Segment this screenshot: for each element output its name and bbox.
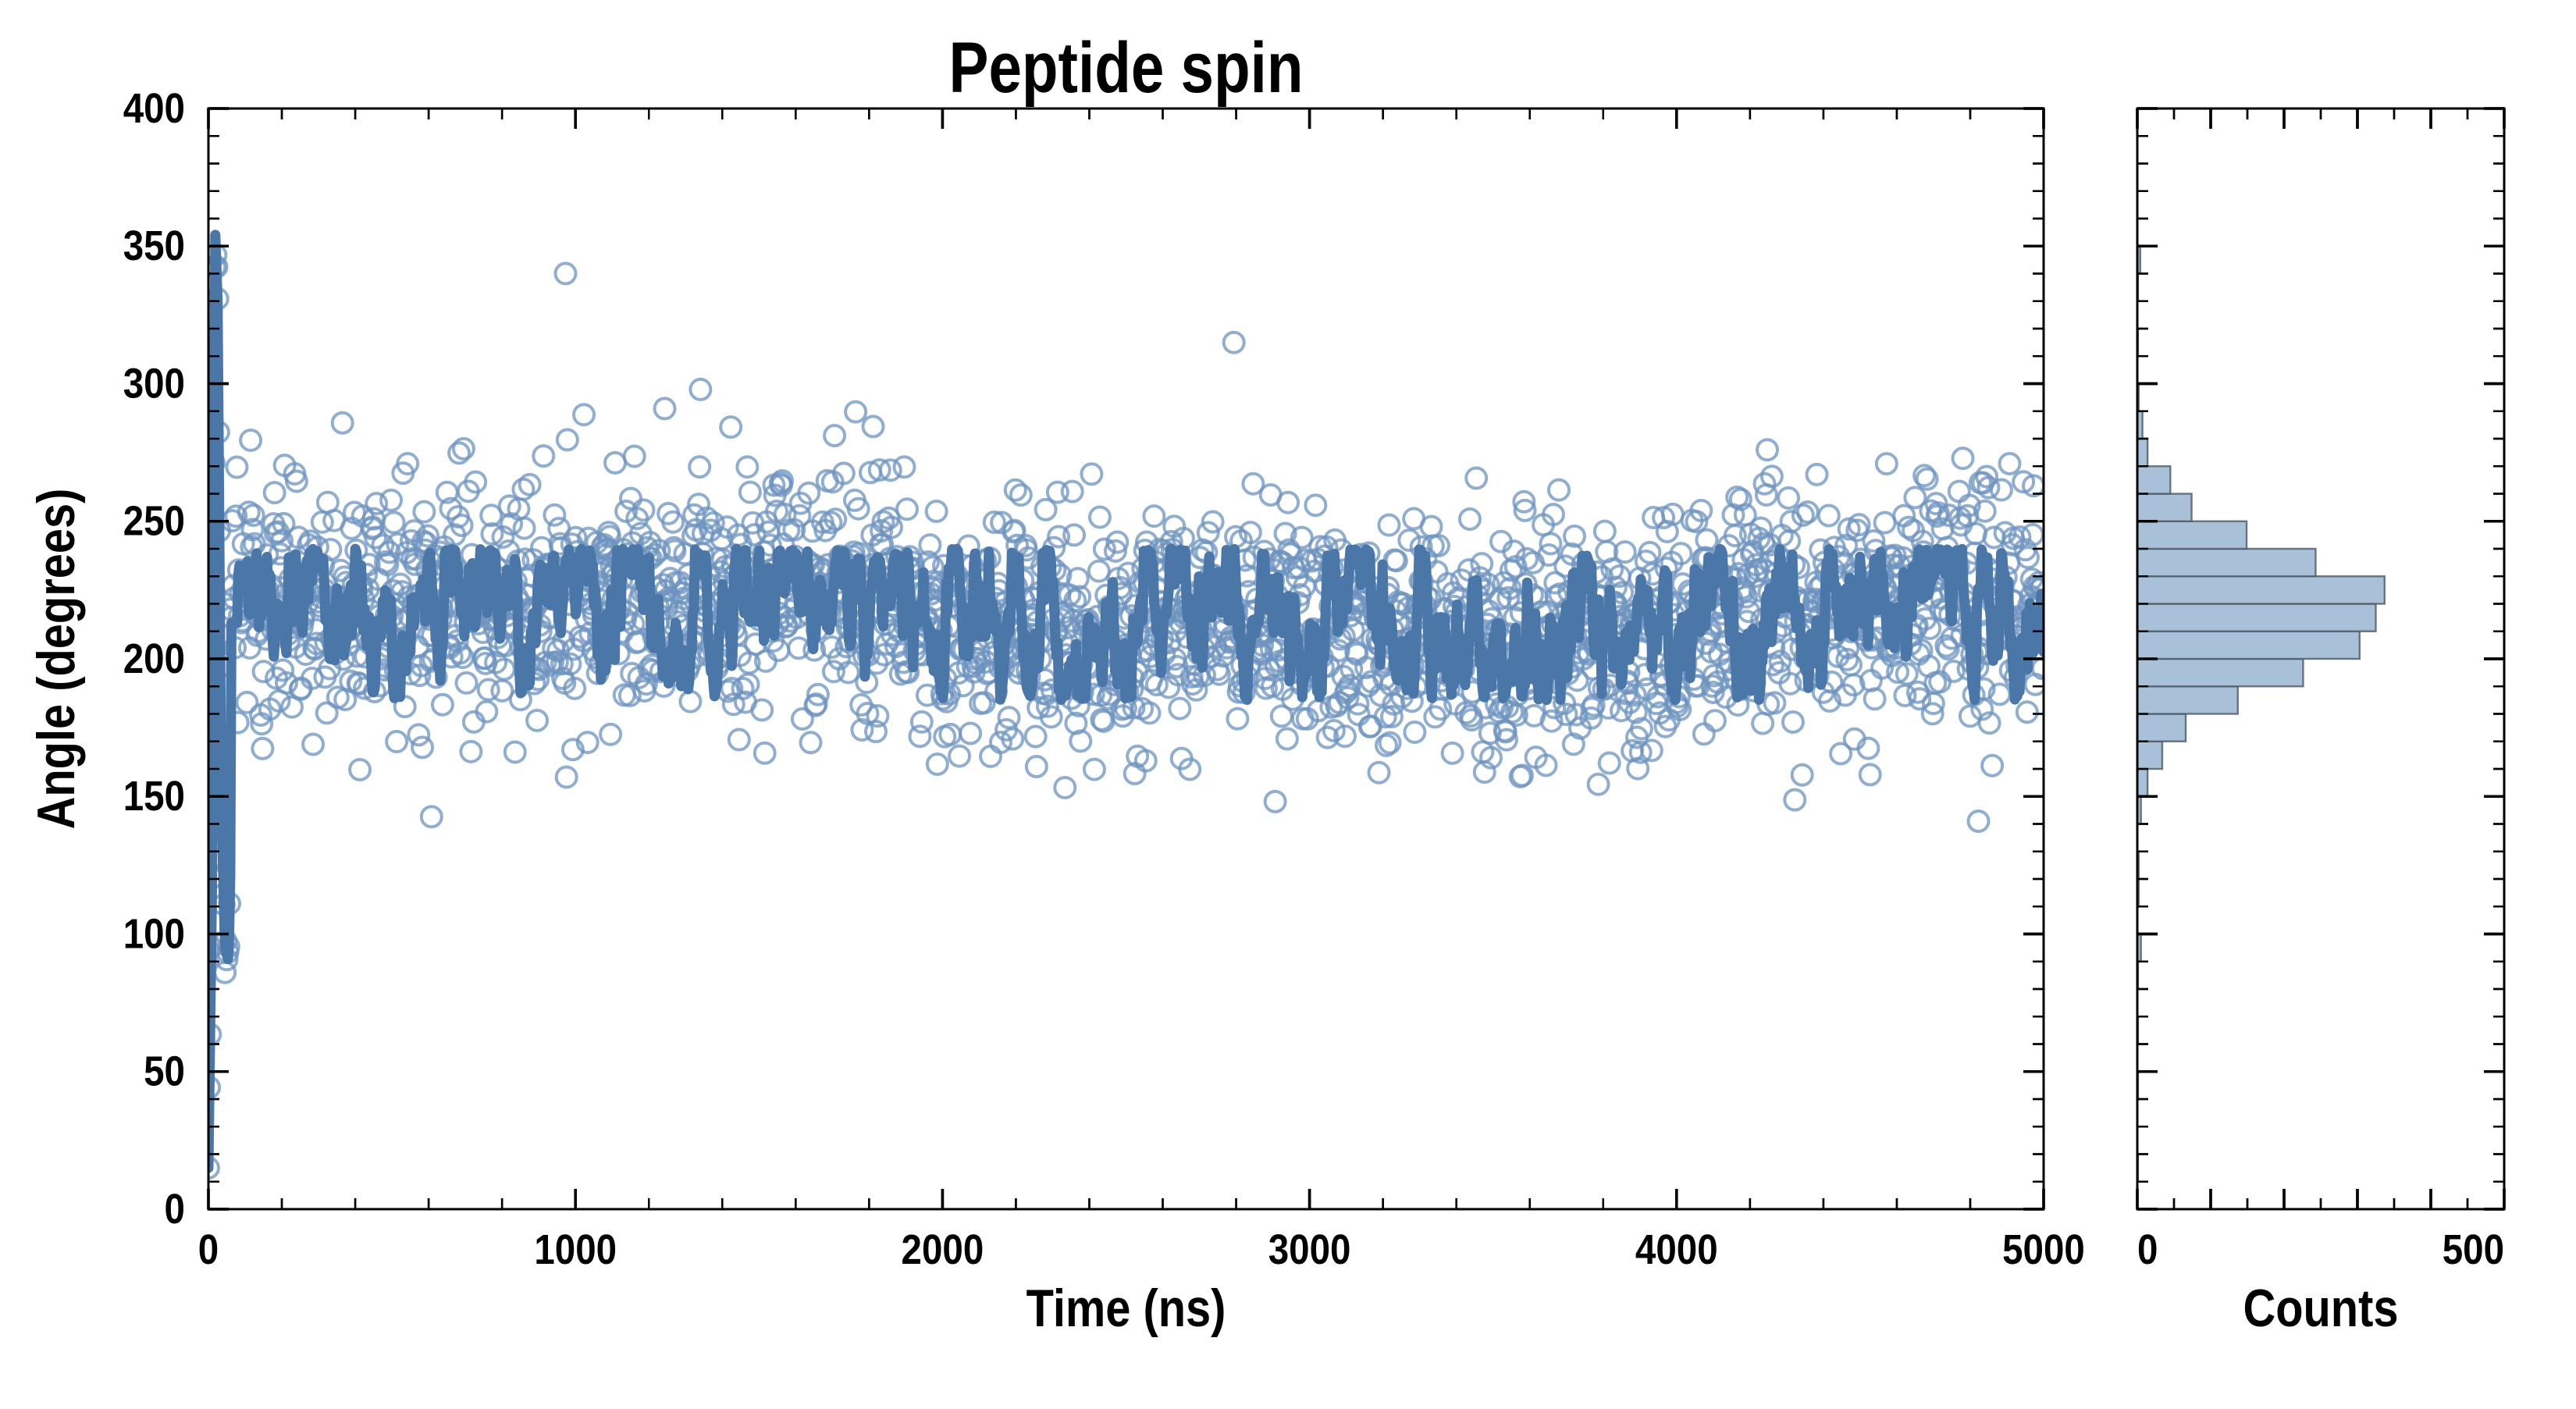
svg-text:250: 250 xyxy=(123,497,185,545)
svg-text:150: 150 xyxy=(123,772,185,820)
svg-text:1000: 1000 xyxy=(534,1226,617,1273)
svg-text:5000: 5000 xyxy=(2002,1226,2085,1273)
svg-text:200: 200 xyxy=(123,635,185,682)
svg-text:3000: 3000 xyxy=(1268,1226,1351,1273)
svg-text:300: 300 xyxy=(123,360,185,407)
svg-text:Time (ns): Time (ns) xyxy=(1026,1279,1226,1338)
svg-text:500: 500 xyxy=(2443,1226,2504,1273)
svg-text:4000: 4000 xyxy=(1635,1226,1718,1273)
svg-text:50: 50 xyxy=(144,1048,185,1095)
svg-text:2000: 2000 xyxy=(902,1226,984,1273)
svg-text:100: 100 xyxy=(123,910,185,958)
svg-text:Peptide spin: Peptide spin xyxy=(949,27,1304,107)
svg-text:0: 0 xyxy=(198,1226,219,1273)
svg-text:0: 0 xyxy=(165,1185,185,1233)
svg-text:350: 350 xyxy=(123,222,185,269)
svg-text:Counts: Counts xyxy=(2243,1279,2398,1338)
svg-text:Angle (degrees): Angle (degrees) xyxy=(27,489,86,830)
svg-text:0: 0 xyxy=(2137,1226,2158,1273)
svg-text:400: 400 xyxy=(123,84,185,132)
